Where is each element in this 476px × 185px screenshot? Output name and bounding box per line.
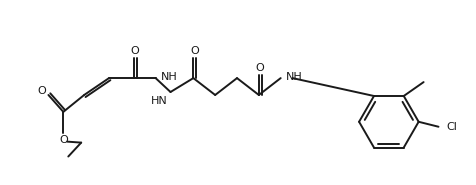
Text: NH: NH (160, 72, 177, 82)
Text: HN: HN (150, 96, 167, 106)
Text: Cl: Cl (446, 122, 456, 132)
Text: O: O (59, 135, 68, 145)
Text: O: O (189, 46, 198, 56)
Text: O: O (37, 86, 46, 96)
Text: O: O (130, 46, 139, 56)
Text: NH: NH (285, 72, 302, 82)
Text: O: O (255, 63, 264, 73)
